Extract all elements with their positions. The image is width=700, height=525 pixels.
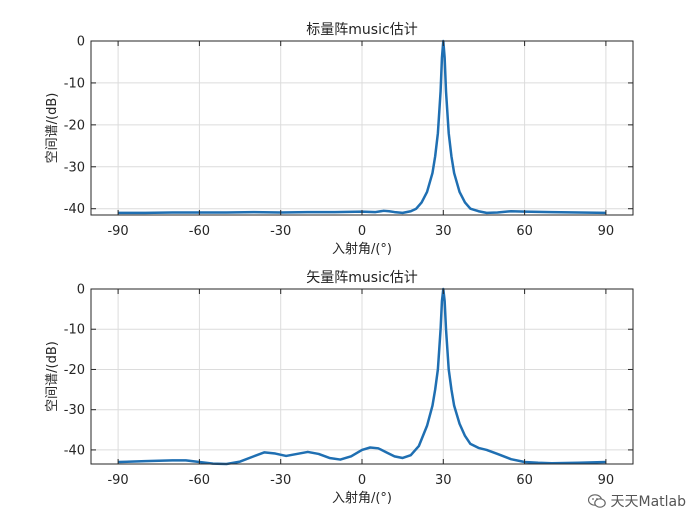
top-axes: -90 -60 -30 0 30 60 90 0 -10 -20 -30 -40 标量阵music估计入… <box>45 22 634 257</box>
bottom-axes: -90 -60 -30 0 30 60 90 0 -10 -20 -30 -40 矢量阵music估计入… <box>45 270 634 506</box>
chart2-xtick-label-5: 60 <box>516 473 533 488</box>
chart2-xtick-label-0: -90 <box>107 473 128 488</box>
chart2-xtick-label-3: 0 <box>358 473 366 488</box>
chart1-xtick-label-6: 90 <box>598 224 615 239</box>
chart1-ytick-label-0: 0 <box>77 35 85 50</box>
chart2-xtick-label-1: -60 <box>189 473 210 488</box>
chart1-xtick-label-5: 60 <box>516 224 533 239</box>
chart1-series-line <box>118 39 606 215</box>
chart1-xtick-label-1: -60 <box>189 224 210 239</box>
chart1-xtick-label-2: -30 <box>270 224 291 239</box>
chart2-xtick-label-4: 30 <box>435 473 452 488</box>
chart1-title: 标量阵music估计 <box>306 22 417 38</box>
chart2-xtick-label-6: 90 <box>598 473 615 488</box>
chart2-ytick-label-1: -10 <box>64 323 85 338</box>
chart1-xlabel: 入射角/(°) <box>332 241 392 257</box>
watermark: 天天Matlab <box>588 491 686 511</box>
chart2-ylabel: 空间谱/(dB) <box>45 341 60 412</box>
chart2-title: 矢量阵music估计 <box>306 270 417 286</box>
chart1-ytick-label-1: -10 <box>64 76 85 91</box>
chart1-ytick-label-4: -40 <box>64 202 85 217</box>
watermark-text: 天天Matlab <box>610 494 686 510</box>
chart1-ytick-label-2: -20 <box>64 118 85 133</box>
wechat-icon <box>588 494 607 508</box>
chart1-xtick-label-3: 0 <box>358 224 366 239</box>
chart1-ylabel: 空间谱/(dB) <box>45 93 60 164</box>
chart2-series-line <box>118 287 606 466</box>
chart2-xlabel: 入射角/(°) <box>332 490 392 506</box>
chart2-ytick-label-2: -20 <box>64 363 85 378</box>
chart2-xtick-label-2: -30 <box>270 473 291 488</box>
chart2-ytick-label-3: -30 <box>64 403 85 418</box>
chart2-ytick-label-0: 0 <box>77 283 85 298</box>
chart1-xtick-label-0: -90 <box>107 224 128 239</box>
chart1-ytick-label-3: -30 <box>64 160 85 175</box>
chart2-ytick-label-4: -40 <box>64 443 85 458</box>
chart1-xtick-label-4: 30 <box>435 224 452 239</box>
